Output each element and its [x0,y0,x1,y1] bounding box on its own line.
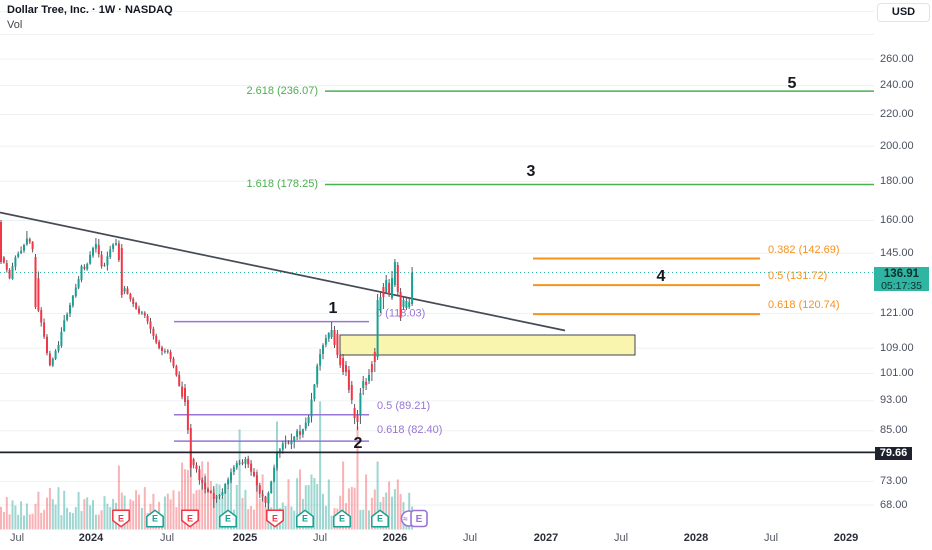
svg-text:E: E [377,514,383,524]
svg-text:E: E [339,514,345,524]
svg-text:E: E [152,514,158,524]
svg-text:≈: ≈ [403,515,408,524]
svg-text:E: E [225,514,231,524]
svg-text:E: E [416,514,423,525]
svg-text:E: E [118,513,124,523]
svg-text:E: E [302,514,308,524]
svg-text:E: E [272,513,278,523]
svg-text:E: E [187,513,193,523]
